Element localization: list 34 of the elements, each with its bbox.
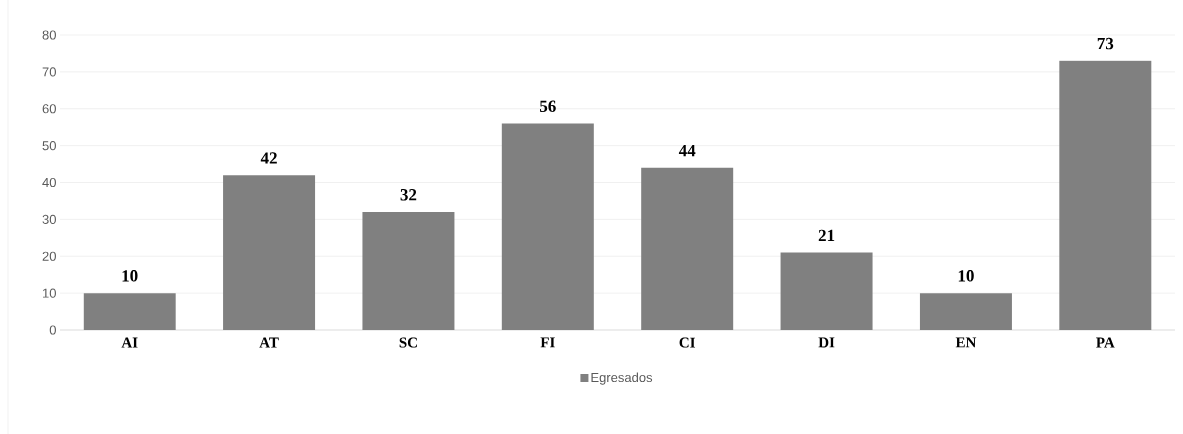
data-label: 73	[1097, 37, 1114, 50]
x-tick-label: AT	[259, 337, 279, 348]
data-label: 32	[400, 189, 417, 201]
x-tick-label: AI	[121, 337, 138, 348]
y-tick-label: 10	[43, 288, 56, 298]
y-tick-label: 30	[42, 214, 56, 224]
data-label: 21	[818, 229, 835, 242]
x-tick-label: PA	[1096, 337, 1115, 348]
y-tick-label: 70	[42, 67, 56, 77]
y-tick-label: 0	[49, 325, 56, 335]
x-tick-label: DI	[818, 337, 835, 348]
bar	[641, 167, 734, 330]
bar	[780, 252, 873, 330]
data-label: 42	[260, 152, 277, 164]
bar	[1059, 60, 1152, 330]
bar	[362, 212, 455, 330]
bar	[223, 175, 316, 330]
data-label: 44	[678, 145, 696, 157]
data-label: 10	[122, 270, 138, 282]
y-tick-label: 50	[42, 141, 56, 151]
x-tick-label: FI	[540, 337, 555, 348]
bar	[83, 293, 176, 330]
x-tick-label: CI	[679, 337, 696, 348]
x-tick-label: EN	[955, 337, 977, 348]
data-label: 10	[958, 270, 974, 282]
bar	[501, 123, 594, 330]
x-tick-label: SC	[399, 337, 417, 348]
bar	[919, 293, 1012, 330]
legend-label: Egresados	[591, 372, 653, 385]
y-tick-label: 20	[42, 251, 56, 261]
y-tick-label: 40	[42, 177, 56, 188]
y-tick-label: 80	[42, 30, 56, 40]
data-label: 56	[539, 100, 556, 112]
y-tick-label: 60	[42, 104, 56, 114]
